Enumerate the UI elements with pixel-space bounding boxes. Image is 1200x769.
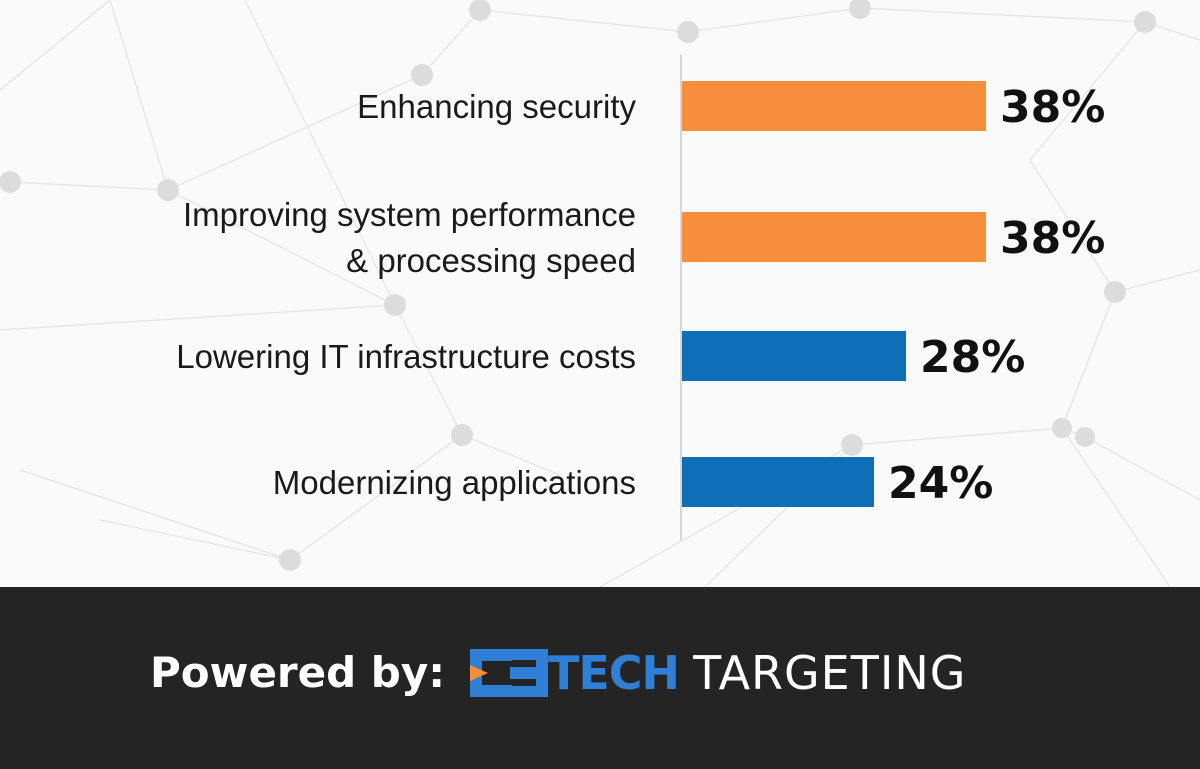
- footer-banner: [0, 587, 1200, 769]
- powered-by-label: Powered by:: [150, 648, 446, 697]
- bar-chart: 38% Enhancing security 38% Improving system…: [176, 55, 1105, 540]
- value-label-1: 38%: [1000, 213, 1105, 264]
- value-label-3: 24%: [888, 458, 993, 509]
- logo-tech-text: TECH: [548, 646, 680, 700]
- bar-2: [682, 331, 906, 381]
- category-label-2-line-0: Lowering IT infrastructure costs: [176, 338, 636, 375]
- category-label-1-line-1: & processing speed: [346, 242, 636, 279]
- value-label-0: 38%: [1000, 82, 1105, 133]
- bar-1: [682, 212, 986, 262]
- bar-3: [682, 457, 874, 507]
- techtarget-logo: TECH TARGETING: [470, 648, 966, 698]
- category-label-1-line-0: Improving system performance: [183, 196, 636, 233]
- category-label-3-line-0: Modernizing applications: [273, 464, 636, 501]
- logo-mark-icon: [470, 649, 548, 697]
- category-label-0-line-0: Enhancing security: [357, 88, 636, 125]
- bar-0: [682, 81, 986, 131]
- value-label-2: 28%: [920, 332, 1025, 383]
- logo-targeting-text: TARGETING: [693, 646, 967, 700]
